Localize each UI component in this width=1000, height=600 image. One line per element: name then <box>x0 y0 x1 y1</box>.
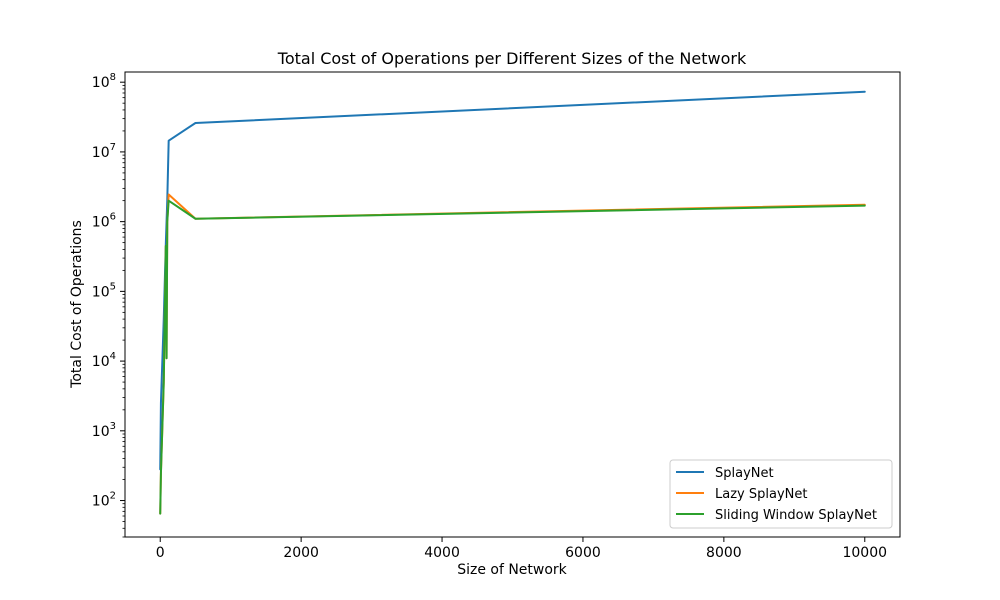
y-tick-label: 104 <box>92 351 116 370</box>
series-layer <box>159 90 866 515</box>
x-tick-label: 2000 <box>283 545 319 561</box>
y-tick-label: 108 <box>92 72 116 91</box>
x-axis-label: Size of Network <box>457 562 567 578</box>
y-tick-label: 103 <box>92 421 116 440</box>
y-tick-label: 102 <box>92 491 116 510</box>
legend-box <box>669 459 893 529</box>
chart-title: Total Cost of Operations per Different S… <box>277 49 747 68</box>
x-axis-ticks: 0 2000 4000 6000 8000 10000 <box>156 537 887 561</box>
x-tick-label: 8000 <box>706 545 742 561</box>
y-tick-label: 105 <box>92 281 116 300</box>
plot-area <box>124 71 901 538</box>
legend-label: Sliding Window SplayNet <box>715 508 877 523</box>
y-axis-label: Total Cost of Operations <box>69 220 85 389</box>
x-tick-label: 0 <box>156 545 165 561</box>
legend-label: SplayNet <box>715 466 774 481</box>
series-line-sliding-window-splaynet <box>159 199 866 515</box>
x-tick-label: 10000 <box>842 545 887 561</box>
x-tick-label: 4000 <box>424 545 460 561</box>
legend: SplayNet Lazy SplayNet Sliding Window Spla… <box>669 459 893 529</box>
y-axis-ticks: 102 103 104 105 106 107 108 <box>92 72 125 538</box>
y-tick-label: 106 <box>92 212 116 231</box>
plot-frame <box>124 71 901 538</box>
legend-label: Lazy SplayNet <box>715 487 807 502</box>
x-tick-label: 6000 <box>565 545 601 561</box>
legend-items: SplayNet Lazy SplayNet Sliding Window Spla… <box>676 466 877 523</box>
y-tick-label: 107 <box>92 142 116 161</box>
